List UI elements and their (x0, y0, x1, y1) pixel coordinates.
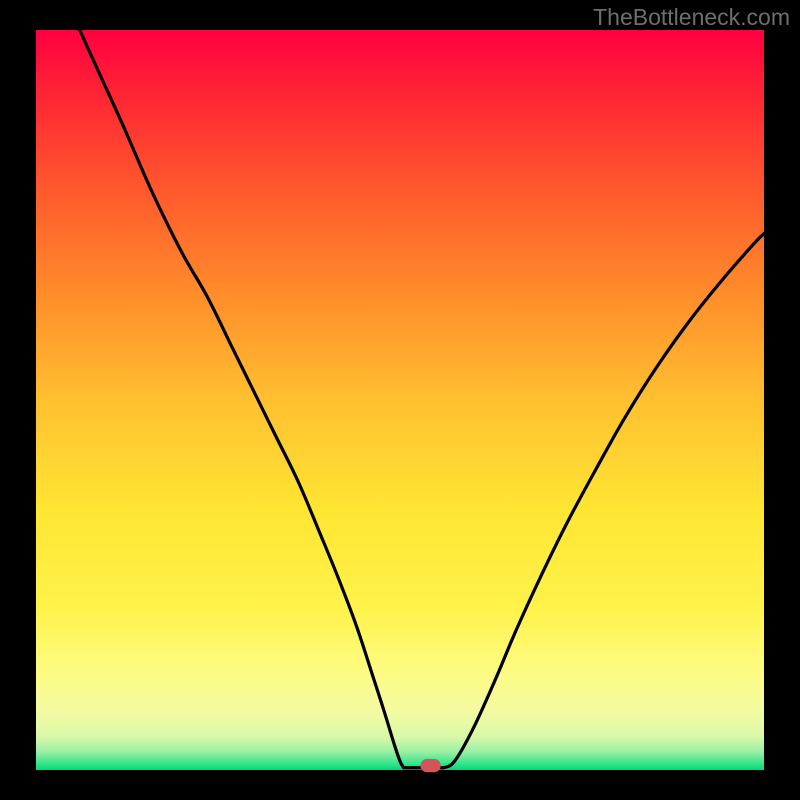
watermark-text: TheBottleneck.com (593, 4, 790, 31)
bottleneck-chart (0, 0, 800, 800)
chart-container: TheBottleneck.com (0, 0, 800, 800)
